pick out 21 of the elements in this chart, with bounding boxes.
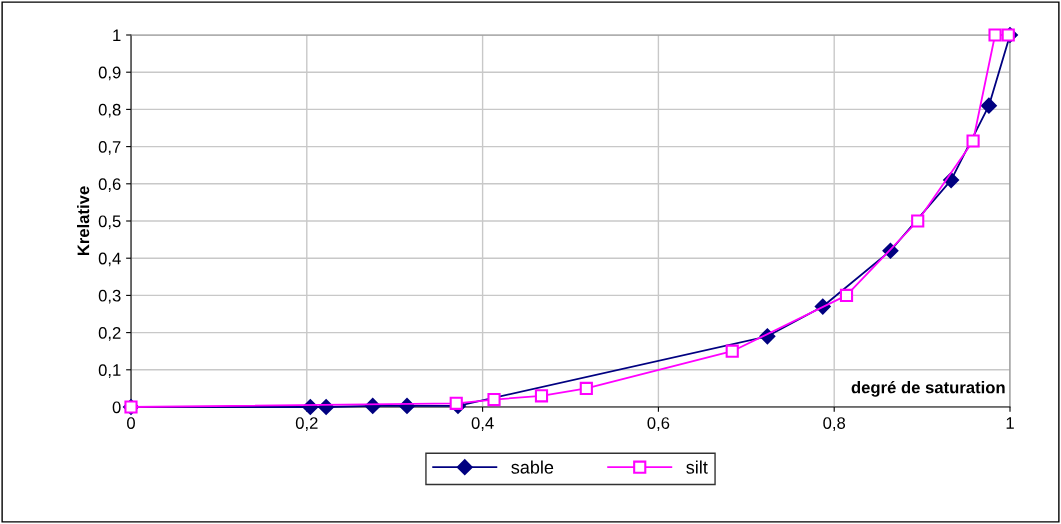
y-tick-label: 0,2: [98, 327, 121, 341]
x-tick-label: 1: [1006, 417, 1014, 429]
y-tick-label: 0,4: [98, 252, 121, 267]
y-tick-label: 0: [112, 401, 121, 414]
x-tick-label: 0,4: [471, 417, 494, 431]
y-tick-label: 0,1: [98, 364, 121, 378]
y-tick-label: 0,6: [98, 178, 121, 192]
y-tick-label: 0,5: [98, 215, 121, 230]
y-tick-label: 0,9: [98, 66, 121, 81]
y-tick-label: 0,8: [98, 103, 121, 118]
x-tick-label: 0,2: [295, 417, 318, 431]
x-tick-label: 0,8: [823, 417, 846, 431]
y-tick-label: 1: [113, 29, 121, 42]
y-axis-title: Krelative: [77, 186, 90, 256]
x-tick-label: 0: [127, 417, 135, 429]
y-tick-label: 0,3: [98, 289, 121, 304]
y-tick-label: 0,7: [98, 141, 121, 155]
legend-label: sable: [511, 460, 554, 474]
x-tick-label: 0,6: [647, 417, 670, 431]
x-axis-title: degré de saturation: [851, 380, 1005, 397]
legend-label: silt: [686, 460, 708, 474]
